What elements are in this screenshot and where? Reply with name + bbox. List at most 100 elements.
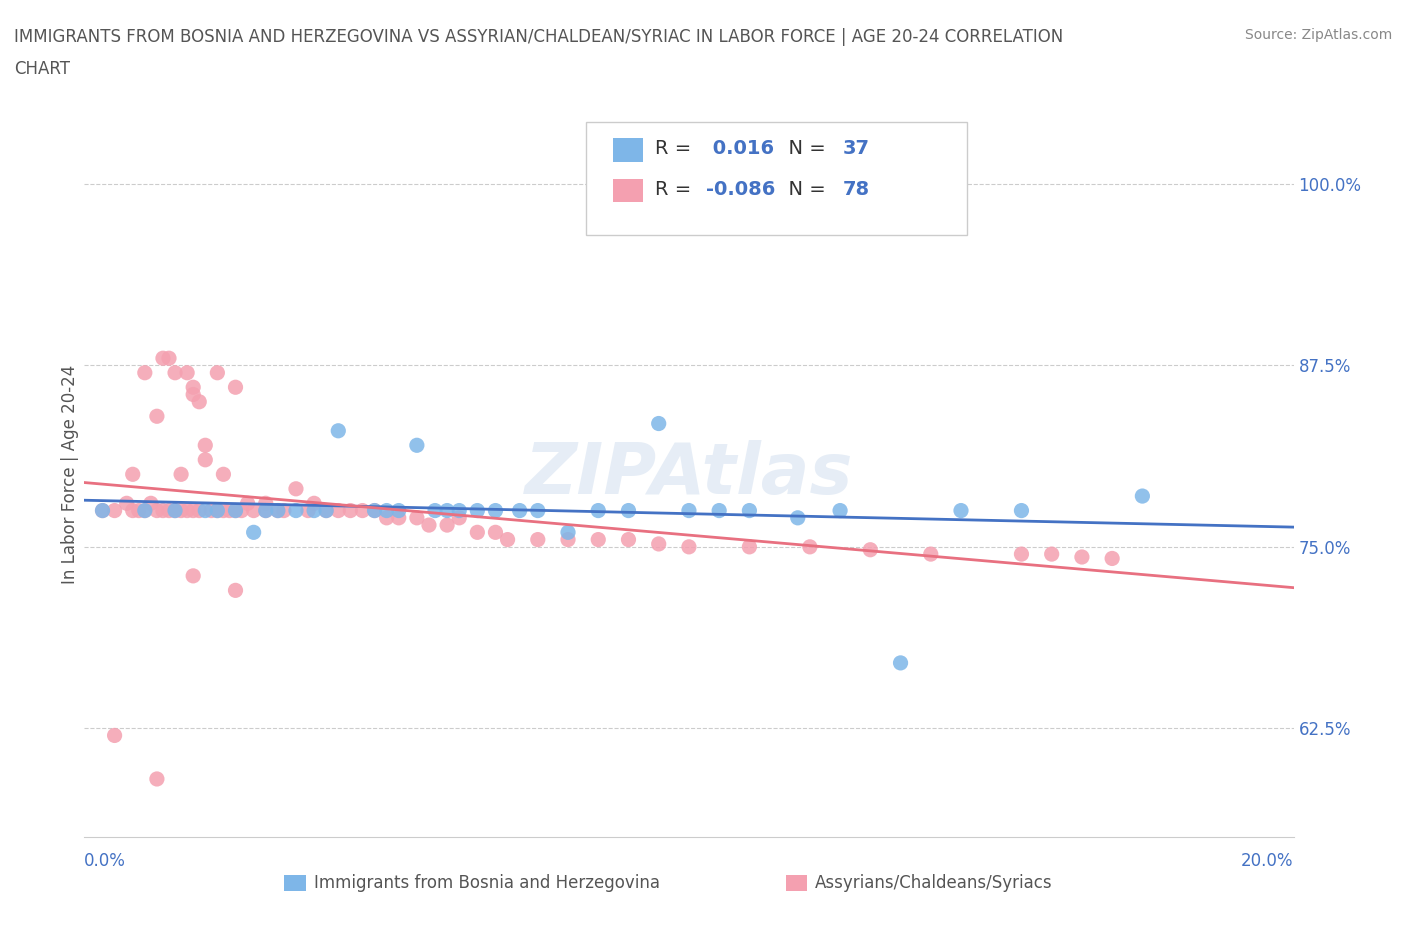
Point: [225, 503, 247, 518]
Point: [157, 351, 180, 365]
Point: [648, 537, 671, 551]
Text: Assyrians/Chaldeans/Syriacs: Assyrians/Chaldeans/Syriacs: [814, 874, 1052, 893]
Point: [152, 503, 174, 518]
Point: [207, 503, 229, 518]
Point: [678, 503, 700, 518]
Point: [315, 503, 337, 518]
Point: [188, 503, 211, 518]
Point: [557, 525, 579, 539]
Point: [423, 503, 446, 518]
Point: [738, 503, 761, 518]
Point: [165, 503, 187, 518]
Point: [859, 542, 882, 557]
Point: [212, 503, 235, 518]
Point: [484, 525, 506, 539]
Point: [134, 365, 156, 380]
Point: [678, 539, 700, 554]
Point: [134, 503, 156, 518]
Point: [242, 525, 264, 539]
Text: 20.0%: 20.0%: [1241, 852, 1294, 870]
Y-axis label: In Labor Force | Age 20-24: In Labor Force | Age 20-24: [60, 365, 79, 584]
Point: [484, 503, 506, 518]
Point: [225, 583, 247, 598]
Point: [527, 503, 550, 518]
Text: 37: 37: [842, 140, 869, 158]
Text: ZIPAtlas: ZIPAtlas: [524, 440, 853, 509]
Text: 0.016: 0.016: [706, 140, 773, 158]
Point: [207, 503, 229, 518]
Text: -0.086: -0.086: [706, 179, 775, 199]
Point: [339, 503, 361, 518]
Point: [194, 438, 217, 453]
Point: [104, 728, 127, 743]
Point: [285, 482, 308, 497]
Point: [709, 503, 731, 518]
Point: [134, 503, 156, 518]
Point: [436, 503, 458, 518]
FancyBboxPatch shape: [613, 179, 643, 203]
Point: [170, 467, 193, 482]
Point: [617, 532, 640, 547]
Point: [496, 532, 519, 547]
Point: [588, 503, 610, 518]
Point: [207, 365, 229, 380]
Point: [115, 496, 138, 511]
Point: [363, 503, 385, 518]
Point: [273, 503, 295, 518]
Point: [617, 503, 640, 518]
Point: [588, 532, 610, 547]
Point: [786, 511, 808, 525]
FancyBboxPatch shape: [786, 875, 807, 891]
Point: [418, 518, 440, 533]
Point: [91, 503, 114, 518]
Text: IMMIGRANTS FROM BOSNIA AND HERZEGOVINA VS ASSYRIAN/CHALDEAN/SYRIAC IN LABOR FORC: IMMIGRANTS FROM BOSNIA AND HERZEGOVINA V…: [14, 28, 1063, 46]
Point: [139, 496, 162, 511]
Point: [231, 503, 253, 518]
Text: R =: R =: [655, 179, 697, 199]
Point: [146, 409, 169, 424]
Point: [1011, 503, 1033, 518]
Point: [242, 503, 264, 518]
Text: CHART: CHART: [14, 60, 70, 78]
Text: 0.0%: 0.0%: [84, 852, 127, 870]
Point: [188, 394, 211, 409]
Point: [1011, 547, 1033, 562]
Text: Source: ZipAtlas.com: Source: ZipAtlas.com: [1244, 28, 1392, 42]
Point: [181, 387, 204, 402]
Point: [267, 503, 290, 518]
Point: [104, 503, 127, 518]
Point: [302, 503, 325, 518]
Point: [890, 656, 912, 671]
Point: [165, 365, 187, 380]
Point: [176, 503, 198, 518]
Text: 78: 78: [842, 179, 870, 199]
Point: [225, 379, 247, 394]
Point: [467, 503, 489, 518]
Point: [91, 503, 114, 518]
Point: [152, 351, 174, 365]
FancyBboxPatch shape: [586, 123, 967, 235]
Text: N =: N =: [776, 140, 832, 158]
Point: [121, 503, 143, 518]
Point: [388, 503, 411, 518]
Point: [1040, 547, 1063, 562]
Point: [128, 503, 150, 518]
Point: [830, 503, 852, 518]
Point: [194, 452, 217, 467]
Point: [181, 568, 204, 583]
Point: [1071, 550, 1094, 565]
Point: [194, 503, 217, 518]
Point: [328, 423, 350, 438]
Text: N =: N =: [776, 179, 832, 199]
Point: [363, 503, 385, 518]
Point: [509, 503, 531, 518]
Point: [181, 503, 204, 518]
Point: [449, 511, 471, 525]
Text: Immigrants from Bosnia and Herzegovina: Immigrants from Bosnia and Herzegovina: [314, 874, 659, 893]
Point: [388, 511, 411, 525]
Point: [157, 503, 180, 518]
FancyBboxPatch shape: [613, 139, 643, 162]
Point: [176, 365, 198, 380]
Point: [467, 525, 489, 539]
Point: [799, 539, 821, 554]
